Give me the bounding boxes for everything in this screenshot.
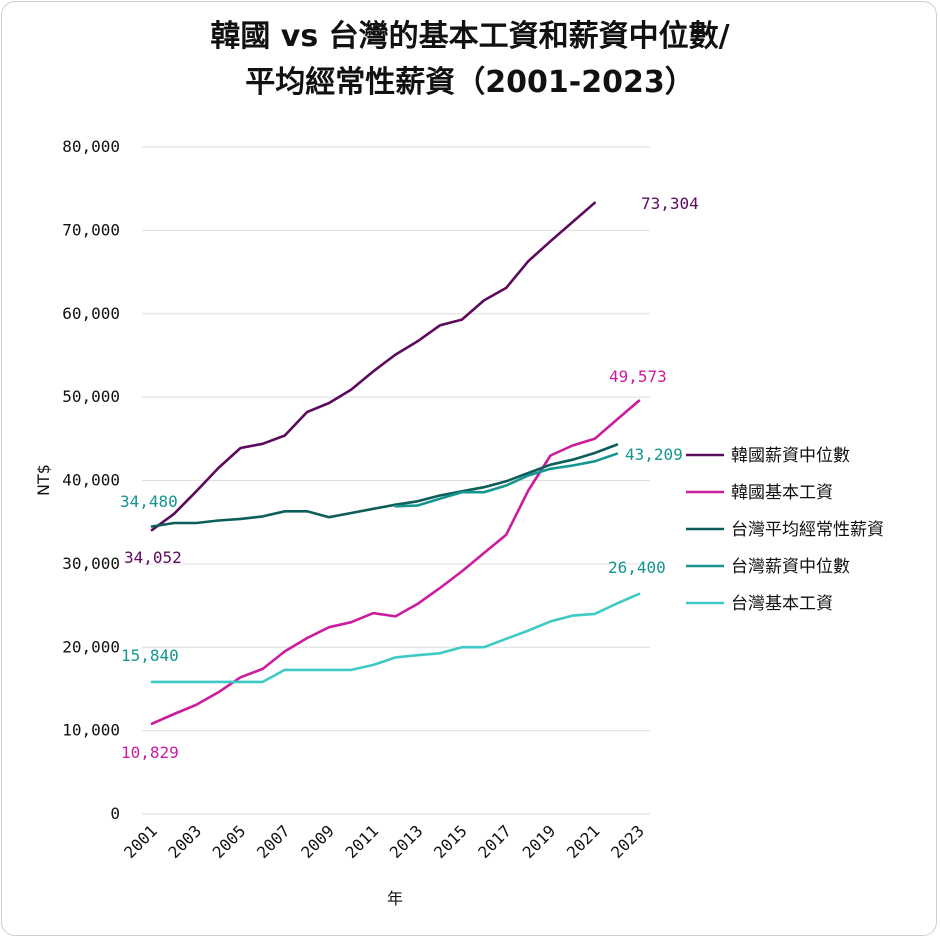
x-tick-label: 2009 (297, 821, 338, 862)
x-tick-label: 2017 (474, 821, 515, 862)
x-tick-label: 2013 (386, 821, 427, 862)
data-label: 15,840 (121, 646, 179, 665)
series-line-3 (394, 452, 619, 508)
series-lines (150, 201, 641, 725)
y-axis-title: NT$ (34, 464, 53, 496)
data-label: 34,052 (124, 548, 182, 567)
y-axis-ticks: 0 10,000 20,000 30,000 40,000 50,000 60,000 70,… (62, 137, 120, 823)
x-tick-label: 2003 (164, 821, 205, 862)
x-tick-label: 2015 (430, 821, 471, 862)
legend-label: 台灣基本工資 (731, 594, 833, 614)
series-line-0 (150, 201, 596, 532)
y-tick-label: 50,000 (62, 387, 120, 406)
legend-item: 台灣基本工資 (686, 594, 833, 614)
x-axis-ticks: 2001 2003 2005 2007 2009 2011 2013 2015 2017 2019… (120, 821, 648, 862)
x-tick-label: 2007 (253, 821, 294, 862)
series-line-1 (150, 399, 641, 725)
x-tick-label: 2005 (209, 821, 250, 862)
legend-item: 韓國基本工資 (686, 483, 833, 503)
series-line-2 (150, 443, 619, 528)
legend-item: 韓國薪資中位數 (686, 446, 850, 466)
series-line-4 (150, 592, 641, 684)
legend-label: 韓國薪資中位數 (731, 446, 850, 466)
chart-title-line-1: 韓國 vs 台灣的基本工資和薪資中位數/ (210, 19, 730, 54)
data-label: 34,480 (120, 492, 178, 511)
y-tick-label: 0 (110, 804, 120, 823)
data-label: 26,400 (608, 558, 666, 577)
y-tick-label: 70,000 (62, 220, 120, 239)
y-tick-label: 60,000 (62, 304, 120, 323)
legend-label: 台灣薪資中位數 (731, 557, 850, 577)
gridlines (142, 146, 650, 815)
x-tick-label: 2023 (607, 821, 648, 862)
legend-label: 台灣平均經常性薪資 (731, 520, 884, 540)
data-label: 73,304 (641, 194, 699, 213)
x-axis-title: 年 (387, 889, 403, 908)
y-tick-label: 40,000 (62, 471, 120, 490)
data-labels: 73,304 34,052 49,573 10,829 34,480 43,209 26,4… (120, 194, 699, 762)
chart-title: 韓國 vs 台灣的基本工資和薪資中位數/ 平均經常性薪資（2001-2023） (0, 14, 940, 106)
data-label: 49,573 (609, 367, 667, 386)
x-tick-label: 2011 (342, 821, 383, 862)
data-label: 43,209 (625, 445, 683, 464)
y-tick-label: 10,000 (62, 721, 120, 740)
data-label: 10,829 (121, 743, 179, 762)
y-tick-label: 20,000 (62, 637, 120, 656)
legend-label: 韓國基本工資 (731, 483, 833, 503)
x-tick-label: 2001 (120, 821, 161, 862)
x-tick-label: 2021 (563, 821, 604, 862)
legend-item: 台灣平均經常性薪資 (686, 520, 884, 540)
y-tick-label: 80,000 (62, 137, 120, 156)
y-tick-label: 30,000 (62, 554, 120, 573)
chart-title-line-2: 平均經常性薪資（2001-2023） (245, 65, 695, 100)
legend-item: 台灣薪資中位數 (686, 557, 850, 577)
x-tick-label: 2019 (519, 821, 560, 862)
